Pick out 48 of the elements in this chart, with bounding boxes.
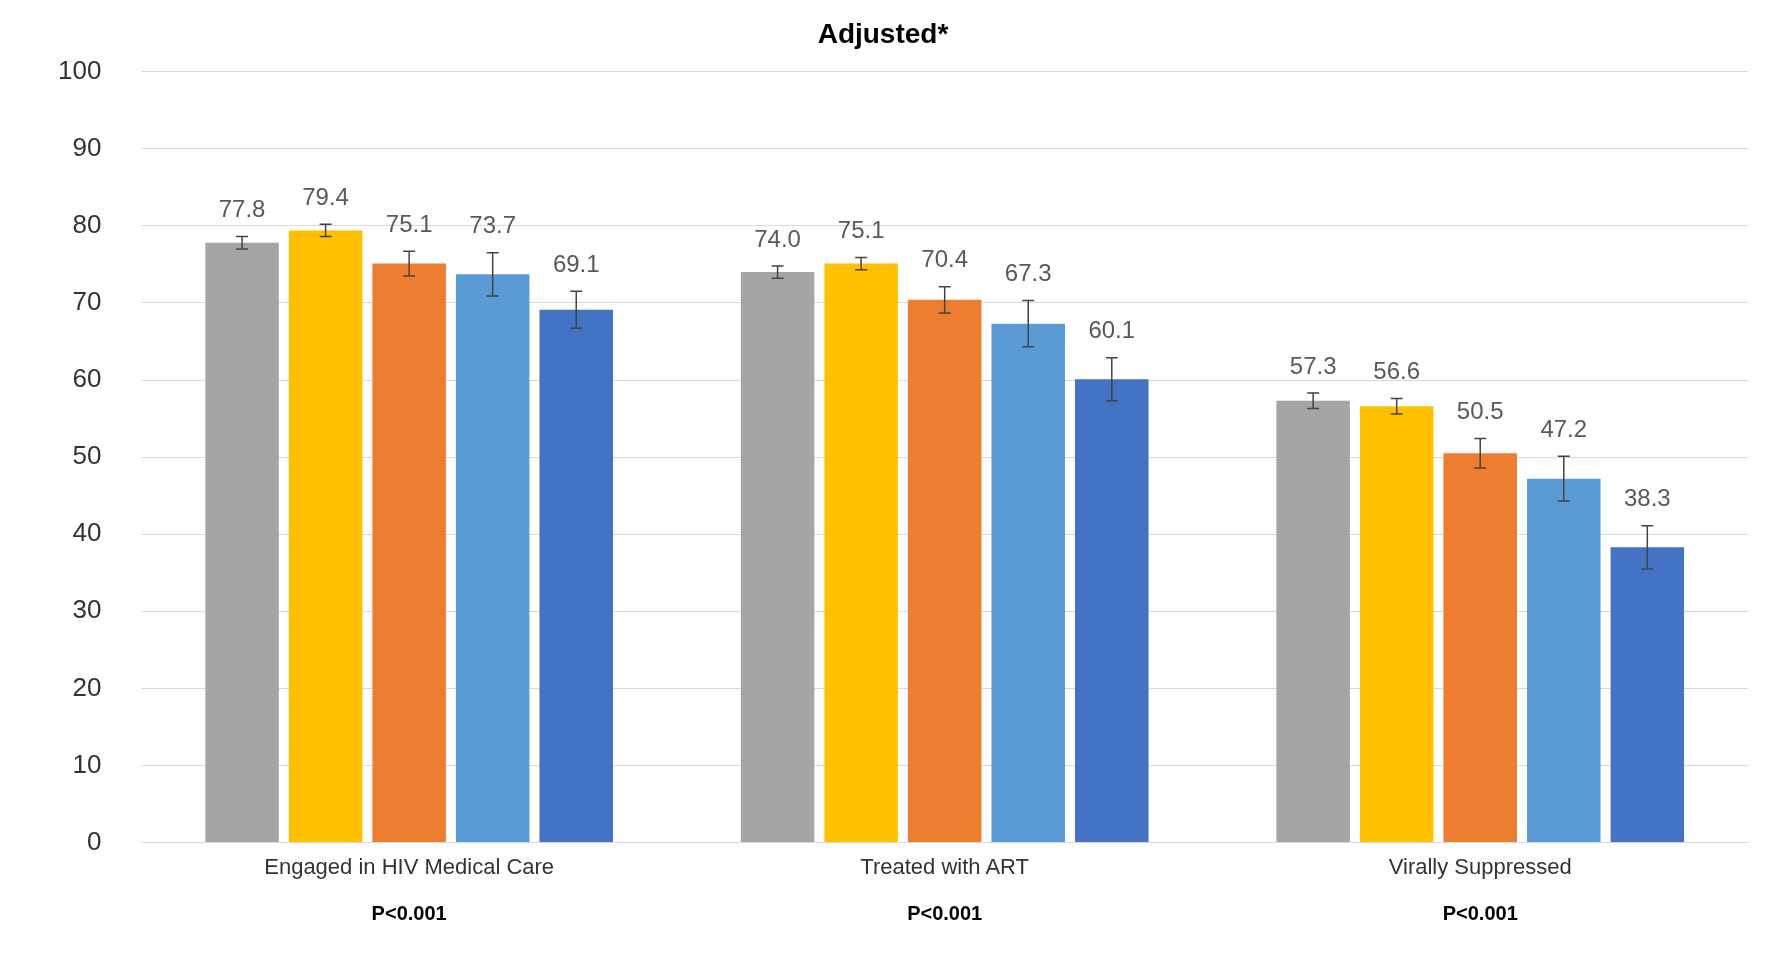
y-tick-label: 30 [72,594,102,625]
bar [288,230,363,843]
bar [824,263,898,843]
y-tick-label: 50 [72,440,102,471]
chart-title: Adjusted* [817,17,949,49]
bar [1610,547,1685,843]
bar [1527,478,1601,843]
data-label: 69.1 [552,249,600,277]
bar [991,323,1065,843]
y-tick-label: 100 [57,54,102,85]
data-label: 77.8 [218,195,266,223]
data-label: 74.0 [754,224,801,252]
y-tick-label: 60 [72,363,102,394]
y-tick-label: 20 [72,671,102,702]
bar [539,309,613,843]
data-label: 60.1 [1088,316,1136,344]
data-label: 75.1 [837,216,885,244]
text: P<0.001 [907,902,983,925]
data-label: 47.2 [1540,414,1588,442]
bar [372,263,446,843]
bar [907,299,982,843]
data-label: 38.3 [1623,484,1671,512]
bar [1276,400,1350,843]
data-label: 73.7 [469,211,517,239]
y-tick-label: 90 [72,131,102,162]
bar [455,274,530,843]
x-tick-label: Engaged in HIV Medical Care [264,853,555,879]
bar [205,242,279,843]
y-tick-label: 70 [72,286,102,317]
data-label: 57.3 [1289,351,1337,379]
bar [1443,453,1517,843]
y-tick-label: 0 [86,825,102,856]
y-tick-label: 80 [72,208,102,239]
y-tick-label: 10 [72,748,102,779]
x-tick-label: Virally Suppressed [1388,853,1572,879]
data-label: 56.6 [1373,357,1421,385]
x-tick-label: Treated with ART [860,853,1030,879]
bar [1075,379,1149,843]
text: P<0.001 [1442,902,1518,925]
data-label: 75.1 [385,209,433,237]
data-label: 50.5 [1456,397,1504,425]
bar [740,272,815,843]
data-label: 79.4 [302,182,349,210]
text: P<0.001 [371,902,447,925]
data-label: 70.4 [921,245,969,273]
y-tick-label: 40 [72,517,102,548]
data-label: 67.3 [1004,259,1052,287]
bar [1359,406,1434,843]
